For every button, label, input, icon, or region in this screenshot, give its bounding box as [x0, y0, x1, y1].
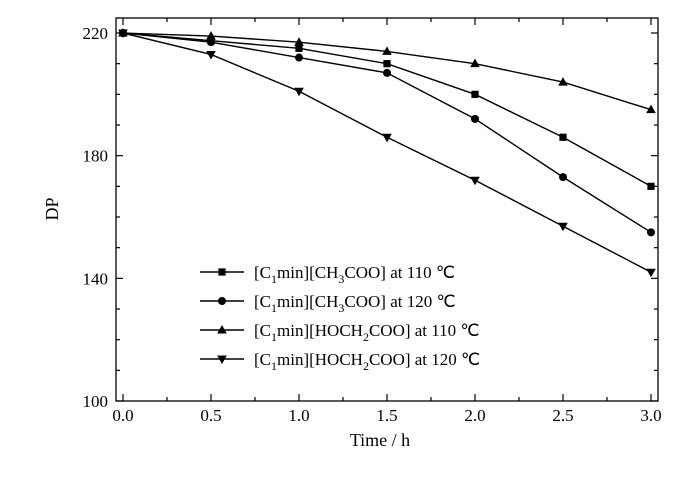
data-point [383, 68, 391, 77]
data-point [206, 31, 216, 40]
legend-label-part: COO] at 110 ℃ [344, 263, 455, 282]
data-point [294, 87, 304, 97]
legend-label-part: 1 [271, 272, 277, 286]
data-point [646, 104, 656, 114]
series-3 [118, 28, 656, 114]
x-tick-label: 2.5 [552, 406, 573, 425]
legend-label: [C1min][CH3COO] at 120 ℃ [254, 292, 456, 315]
y-tick-label: 140 [83, 269, 109, 288]
legend-marker [218, 268, 226, 276]
legend-marker [217, 325, 227, 334]
legend-label-part: min][CH [277, 292, 338, 311]
data-point [558, 222, 568, 232]
legend-item: [C1min][HOCH2COO] at 120 ℃ [200, 350, 480, 373]
data-point [470, 176, 480, 186]
y-tick-label: 100 [83, 392, 109, 411]
legend-label-part: 3 [338, 272, 344, 286]
series-line [122, 32, 652, 187]
x-tick-labels: 0.0 0.5 1.0 1.5 2.0 2.5 3.0 [112, 406, 661, 425]
legend-item: [C1min][CH3COO] at 110 ℃ [200, 263, 455, 286]
legend-item: [C1min][CH3COO] at 120 ℃ [200, 292, 456, 315]
legend-label-part: 3 [338, 301, 344, 315]
y-tick-label: 180 [83, 147, 109, 166]
legend-label-part: [C [254, 321, 271, 340]
x-tick-label: 3.0 [640, 406, 661, 425]
x-tick-label: 1.5 [376, 406, 397, 425]
legend-label-part: min][HOCH [277, 350, 363, 369]
data-point [118, 29, 128, 38]
legend-item: [C1min][HOCH2COO] at 110 ℃ [200, 321, 480, 344]
y-tick-label: 220 [83, 24, 109, 43]
legend-label-part: 2 [363, 330, 369, 344]
legend-label: [C1min][HOCH2COO] at 110 ℃ [254, 321, 480, 344]
data-point [646, 268, 656, 278]
x-tick-label: 0.0 [112, 406, 133, 425]
legend-label-part: [C [254, 350, 271, 369]
data-point [207, 38, 215, 47]
legend-label-part: COO] at 120 ℃ [344, 292, 455, 311]
x-tick-label: 2.0 [464, 406, 485, 425]
data-point [295, 44, 303, 52]
data-point [471, 114, 479, 123]
legend-label-part: min][HOCH [277, 321, 363, 340]
data-point [383, 60, 391, 68]
legend-label-part: 1 [271, 330, 277, 344]
data-point [382, 46, 392, 55]
legend-label-part: min][CH [277, 263, 338, 282]
series-4 [118, 29, 656, 278]
data-point [558, 77, 568, 86]
x-tick-label: 0.5 [200, 406, 221, 425]
data-point [471, 90, 479, 98]
data-point [206, 50, 216, 60]
x-tick-label: 1.0 [288, 406, 309, 425]
legend-label-part: 1 [271, 359, 277, 373]
data-point [295, 53, 303, 62]
legend-label-part: 2 [363, 359, 369, 373]
data-point [647, 228, 655, 237]
legend-label-part: [C [254, 292, 271, 311]
legend-label-part: COO] at 120 ℃ [369, 350, 480, 369]
series-layer [118, 28, 656, 278]
axis-ticks [116, 18, 658, 402]
data-point [382, 133, 392, 143]
legend-label: [C1min][HOCH2COO] at 120 ℃ [254, 350, 480, 373]
legend-marker [217, 355, 227, 364]
data-point [559, 133, 567, 141]
data-point [647, 182, 655, 190]
series-2 [119, 29, 655, 237]
y-axis-title: DP [42, 197, 62, 220]
x-axis-title: Time / h [350, 430, 410, 450]
legend-label: [C1min][CH3COO] at 110 ℃ [254, 263, 455, 286]
legend-label-part: [C [254, 263, 271, 282]
y-tick-labels: 100 140 180 220 [83, 24, 109, 411]
data-point [294, 37, 304, 46]
data-point [559, 173, 567, 182]
legend-label-part: COO] at 110 ℃ [369, 321, 480, 340]
legend: [C1min][CH3COO] at 110 ℃[C1min][CH3COO] … [200, 263, 480, 373]
data-point [470, 58, 480, 68]
legend-label-part: 1 [271, 301, 277, 315]
legend-marker [218, 297, 226, 305]
